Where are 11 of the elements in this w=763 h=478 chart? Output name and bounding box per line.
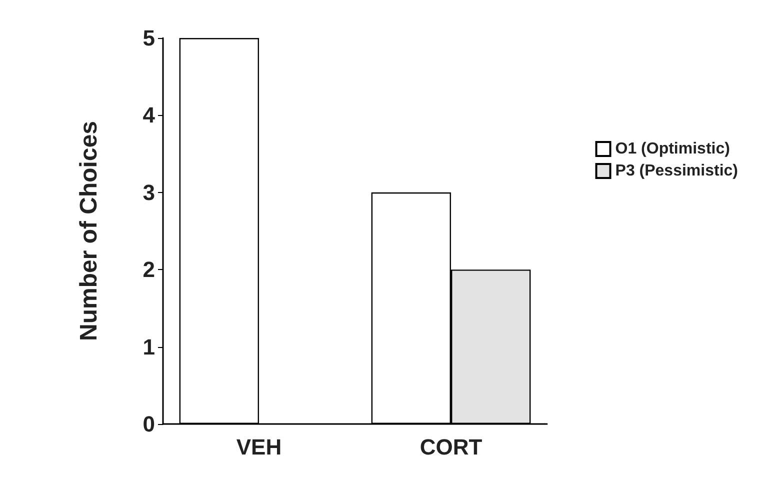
y-tick-label: 0 xyxy=(142,412,155,436)
legend-label: O1 (Optimistic) xyxy=(615,140,730,158)
y-axis-title: Number of Choices xyxy=(76,120,102,342)
x-tick-label: CORT xyxy=(420,434,483,460)
y-tick-label: 2 xyxy=(142,257,155,282)
x-tick-label: VEH xyxy=(236,434,282,460)
y-tick-label: 3 xyxy=(142,180,155,205)
y-tick-label: 4 xyxy=(142,102,156,128)
y-tick-label: 1 xyxy=(142,334,155,360)
y-tick-label: 5 xyxy=(142,26,155,50)
legend-label: P3 (Pessimistic) xyxy=(615,162,738,180)
